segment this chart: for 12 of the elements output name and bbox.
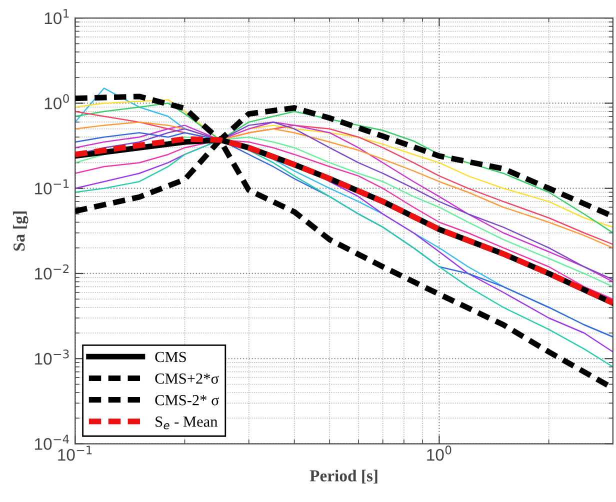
y-axis-title: Sa [g] bbox=[12, 212, 28, 251]
y-tick-label: 10$^{−1}$ bbox=[35, 179, 69, 194]
y-tick-label: 10$^{−3}$ bbox=[35, 350, 69, 365]
legend-label: CMS+2*σ bbox=[155, 373, 219, 384]
x-axis-title: Period [s] bbox=[310, 470, 378, 484]
legend-label: CMS-2* σ bbox=[155, 395, 220, 406]
legend-label: CMS bbox=[155, 352, 186, 362]
y-tick-label: 10$^{1}$ bbox=[44, 9, 69, 24]
y-tick-label: 10$^{−2}$ bbox=[35, 264, 69, 280]
y-tick-label: 10$^{−4}$ bbox=[35, 434, 70, 450]
legend-label: S$_{e}$ - Mean bbox=[156, 416, 218, 430]
y-tick-label: 10$^{0}$ bbox=[44, 94, 69, 110]
